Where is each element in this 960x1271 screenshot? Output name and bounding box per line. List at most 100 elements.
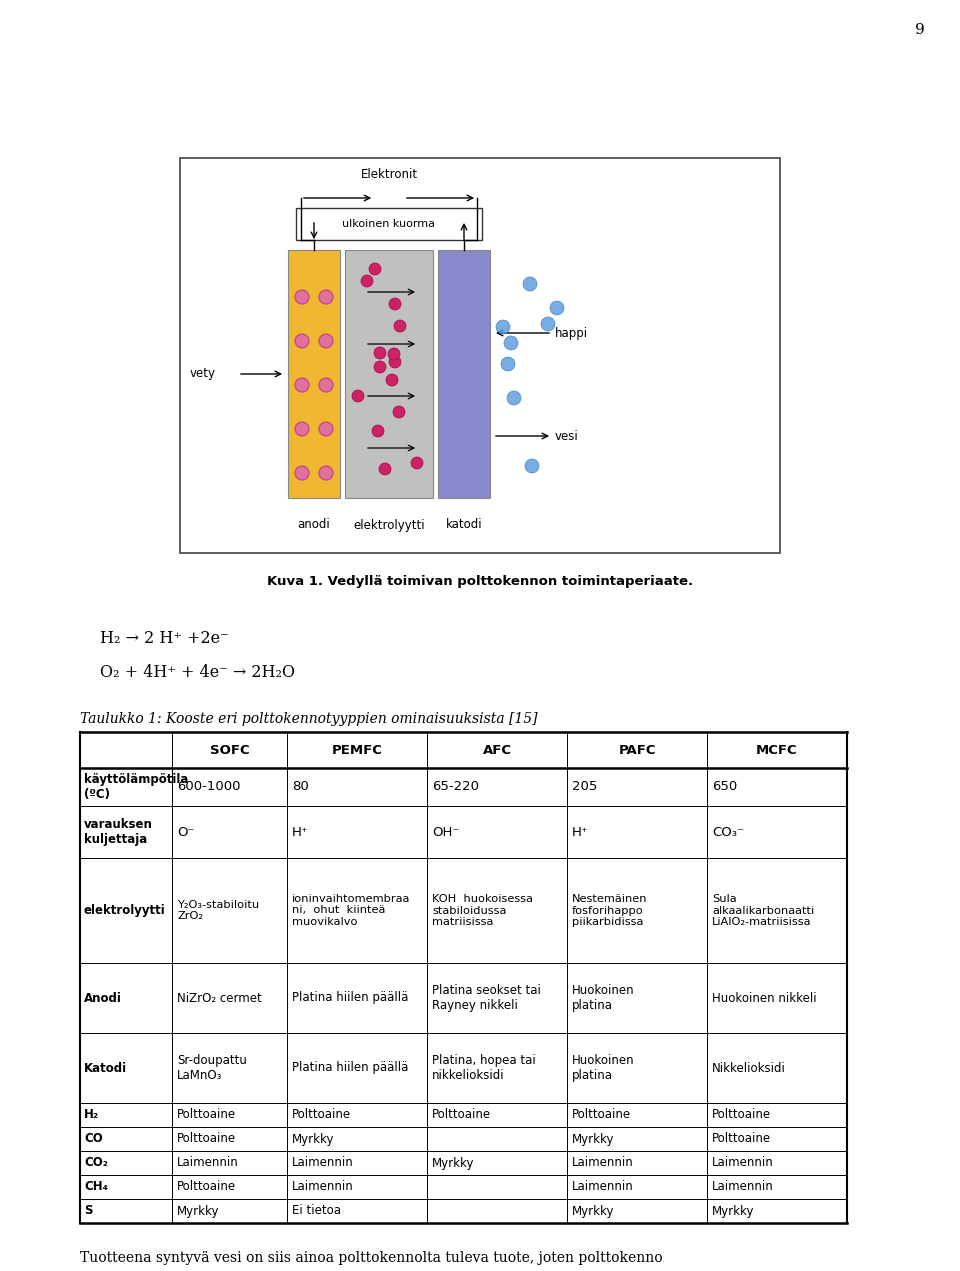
Text: Tuotteena syntyvä vesi on siis ainoa polttokennolta tuleva tuote, joten polttoke: Tuotteena syntyvä vesi on siis ainoa pol… bbox=[80, 1251, 662, 1265]
Text: Myrkky: Myrkky bbox=[292, 1132, 334, 1145]
Text: KOH  huokoisessa
stabiloidussa
matriisissa: KOH huokoisessa stabiloidussa matriisiss… bbox=[432, 894, 533, 927]
Text: CO₂: CO₂ bbox=[84, 1157, 108, 1169]
Text: PEMFC: PEMFC bbox=[331, 744, 382, 756]
Text: Polttoaine: Polttoaine bbox=[432, 1108, 492, 1121]
Text: Myrkky: Myrkky bbox=[712, 1205, 755, 1218]
Text: Sr-doupattu
LaMnO₃: Sr-doupattu LaMnO₃ bbox=[177, 1054, 247, 1082]
Circle shape bbox=[374, 361, 386, 372]
Text: 9: 9 bbox=[915, 23, 924, 37]
Text: Platina, hopea tai
nikkelioksidi: Platina, hopea tai nikkelioksidi bbox=[432, 1054, 536, 1082]
Text: 650: 650 bbox=[712, 780, 737, 793]
Text: H₂ → 2 H⁺ +2e⁻: H₂ → 2 H⁺ +2e⁻ bbox=[100, 630, 228, 647]
Text: Laimennin: Laimennin bbox=[572, 1181, 634, 1193]
Circle shape bbox=[501, 357, 515, 371]
FancyBboxPatch shape bbox=[438, 250, 490, 498]
Circle shape bbox=[295, 290, 309, 304]
Circle shape bbox=[295, 466, 309, 480]
Text: Myrkky: Myrkky bbox=[572, 1205, 614, 1218]
Text: Polttoaine: Polttoaine bbox=[177, 1132, 236, 1145]
Text: Katodi: Katodi bbox=[84, 1061, 127, 1074]
Text: PAFC: PAFC bbox=[618, 744, 656, 756]
Text: CO: CO bbox=[84, 1132, 103, 1145]
Text: Myrkky: Myrkky bbox=[572, 1132, 614, 1145]
Text: H⁺: H⁺ bbox=[572, 825, 588, 839]
Text: Polttoaine: Polttoaine bbox=[572, 1108, 631, 1121]
Text: CO₃⁻: CO₃⁻ bbox=[712, 825, 744, 839]
Circle shape bbox=[319, 466, 333, 480]
Text: Huokoinen
platina: Huokoinen platina bbox=[572, 1054, 635, 1082]
Text: 205: 205 bbox=[572, 780, 597, 793]
Circle shape bbox=[394, 320, 406, 332]
Text: ioninvaihtomembraa
ni,  ohut  kiinteä
muovikalvo: ioninvaihtomembraa ni, ohut kiinteä muov… bbox=[292, 894, 410, 927]
Text: CH₄: CH₄ bbox=[84, 1181, 108, 1193]
Text: Anodi: Anodi bbox=[84, 991, 122, 1004]
Circle shape bbox=[386, 374, 398, 386]
Text: Y₂O₃-stabiloitu
ZrO₂: Y₂O₃-stabiloitu ZrO₂ bbox=[177, 900, 259, 921]
Circle shape bbox=[369, 263, 381, 275]
Text: Platina seokset tai
Rayney nikkeli: Platina seokset tai Rayney nikkeli bbox=[432, 984, 540, 1012]
FancyBboxPatch shape bbox=[180, 158, 780, 553]
Text: Polttoaine: Polttoaine bbox=[712, 1132, 771, 1145]
Circle shape bbox=[361, 275, 373, 287]
Text: NiZrO₂ cermet: NiZrO₂ cermet bbox=[177, 991, 262, 1004]
Circle shape bbox=[550, 301, 564, 315]
Circle shape bbox=[388, 348, 400, 360]
Text: Laimennin: Laimennin bbox=[292, 1157, 353, 1169]
Text: Kuva 1. Vedyllä toimivan polttokennon toimintaperiaate.: Kuva 1. Vedyllä toimivan polttokennon to… bbox=[267, 574, 693, 588]
Text: S: S bbox=[84, 1205, 92, 1218]
Text: Ei tietoa: Ei tietoa bbox=[292, 1205, 341, 1218]
Text: elektrolyytti: elektrolyytti bbox=[353, 519, 425, 531]
Circle shape bbox=[504, 336, 518, 350]
FancyBboxPatch shape bbox=[296, 208, 482, 240]
Text: 600-1000: 600-1000 bbox=[177, 780, 241, 793]
Text: vesi: vesi bbox=[555, 430, 579, 442]
Text: Sula
alkaalikarbonaatti
LiAlO₂-matriisissa: Sula alkaalikarbonaatti LiAlO₂-matriisis… bbox=[712, 894, 814, 927]
Text: 80: 80 bbox=[292, 780, 309, 793]
Text: MCFC: MCFC bbox=[756, 744, 798, 756]
Text: OH⁻: OH⁻ bbox=[432, 825, 460, 839]
Circle shape bbox=[393, 405, 405, 418]
Text: Laimennin: Laimennin bbox=[572, 1157, 634, 1169]
Text: anodi: anodi bbox=[298, 519, 330, 531]
Text: H₂: H₂ bbox=[84, 1108, 99, 1121]
Text: Laimennin: Laimennin bbox=[712, 1157, 774, 1169]
Circle shape bbox=[411, 458, 423, 469]
Text: Myrkky: Myrkky bbox=[177, 1205, 220, 1218]
Text: Polttoaine: Polttoaine bbox=[712, 1108, 771, 1121]
Text: O₂ + 4H⁺ + 4e⁻ → 2H₂O: O₂ + 4H⁺ + 4e⁻ → 2H₂O bbox=[100, 663, 295, 681]
Circle shape bbox=[507, 391, 521, 405]
Text: O⁻: O⁻ bbox=[177, 825, 195, 839]
Circle shape bbox=[319, 334, 333, 348]
Circle shape bbox=[319, 377, 333, 391]
Text: Platina hiilen päällä: Platina hiilen päällä bbox=[292, 1061, 408, 1074]
Text: SOFC: SOFC bbox=[209, 744, 250, 756]
Circle shape bbox=[372, 425, 384, 437]
Text: AFC: AFC bbox=[483, 744, 512, 756]
Circle shape bbox=[295, 422, 309, 436]
Text: 65-220: 65-220 bbox=[432, 780, 479, 793]
Text: Huokoinen
platina: Huokoinen platina bbox=[572, 984, 635, 1012]
Text: Laimennin: Laimennin bbox=[292, 1181, 353, 1193]
Text: ulkoinen kuorma: ulkoinen kuorma bbox=[343, 219, 436, 229]
Circle shape bbox=[496, 320, 510, 334]
Text: Laimennin: Laimennin bbox=[177, 1157, 239, 1169]
Circle shape bbox=[523, 277, 537, 291]
Circle shape bbox=[352, 390, 364, 402]
Text: elektrolyytti: elektrolyytti bbox=[84, 904, 166, 916]
Text: Laimennin: Laimennin bbox=[712, 1181, 774, 1193]
FancyBboxPatch shape bbox=[288, 250, 340, 498]
Text: vety: vety bbox=[190, 367, 216, 380]
Circle shape bbox=[295, 334, 309, 348]
Text: Polttoaine: Polttoaine bbox=[177, 1108, 236, 1121]
Text: varauksen
kuljettaja: varauksen kuljettaja bbox=[84, 819, 153, 846]
Circle shape bbox=[319, 422, 333, 436]
Text: Huokoinen nikkeli: Huokoinen nikkeli bbox=[712, 991, 817, 1004]
Text: katodi: katodi bbox=[445, 519, 482, 531]
Text: Polttoaine: Polttoaine bbox=[292, 1108, 351, 1121]
Text: Elektronit: Elektronit bbox=[360, 168, 418, 180]
Text: H⁺: H⁺ bbox=[292, 825, 309, 839]
Circle shape bbox=[379, 463, 391, 475]
Circle shape bbox=[374, 347, 386, 358]
Text: Myrkky: Myrkky bbox=[432, 1157, 474, 1169]
Text: Platina hiilen päällä: Platina hiilen päällä bbox=[292, 991, 408, 1004]
